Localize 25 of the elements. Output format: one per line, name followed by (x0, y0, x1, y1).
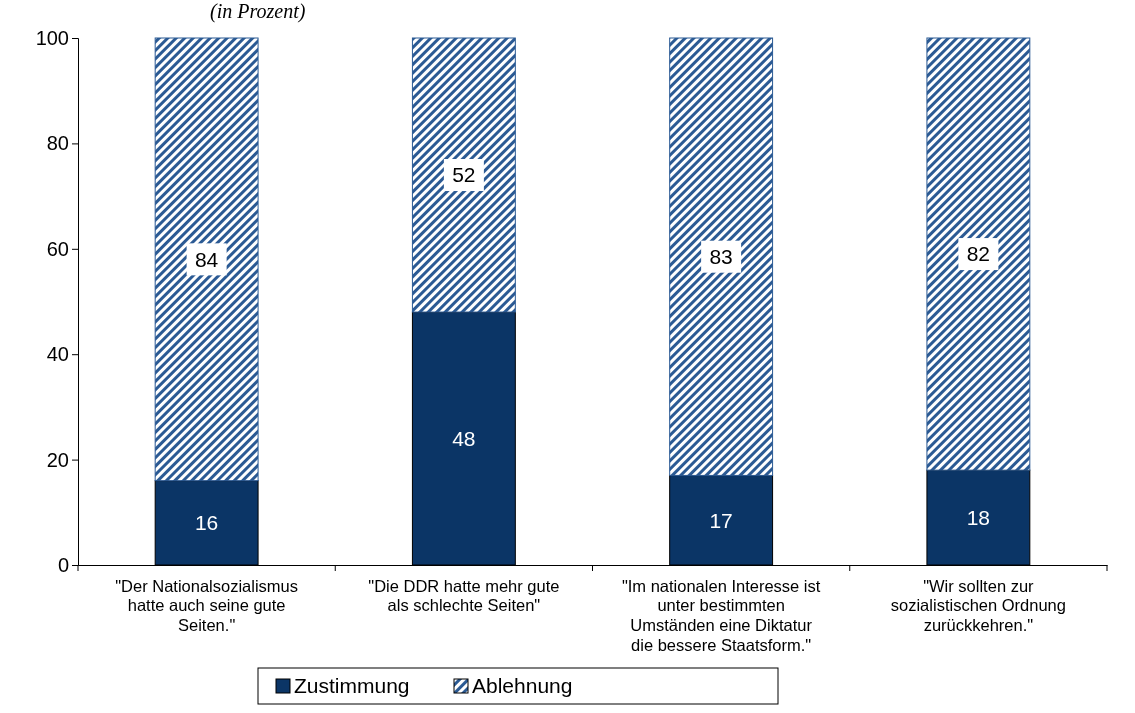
y-tick-label: 80 (46, 132, 69, 155)
data-label: 16 (194, 511, 219, 535)
data-label: 84 (194, 247, 219, 271)
x-tick-label: "Der Nationalsozialismus hatte auch seine gute Seiten." (115, 576, 299, 635)
x-tick-label: "Wir sollten zur sozialistischen Ordnung zurückkehren." (890, 576, 1066, 635)
y-tick-label: 20 (46, 448, 69, 471)
chart-subtitle: (in Prozent) (210, 0, 306, 23)
data-label: 18 (966, 505, 991, 529)
data-label: 82 (966, 242, 991, 266)
bar (669, 37, 774, 476)
y-tick-label: 40 (46, 343, 69, 366)
bar (411, 37, 516, 313)
x-tick-label: "Die DDR hatte mehr gute als schlechte Seiten" (368, 576, 560, 615)
y-tick-label: 100 (35, 26, 69, 49)
legend-label: Zustimmung (294, 674, 410, 698)
bar (926, 37, 1031, 471)
data-label: 52 (452, 163, 476, 187)
x-tick-label: "Im nationalen Interesse ist unter bestimmten Umständen eine Diktatur die bessere Staatsform." (621, 576, 821, 654)
data-label: 48 (452, 426, 476, 450)
legend-label: Ablehnung (472, 674, 573, 698)
y-tick-label: 0 (57, 553, 69, 576)
y-tick-label: 60 (46, 237, 69, 260)
bar (154, 37, 259, 482)
data-label: 83 (709, 245, 733, 269)
data-label: 17 (709, 508, 733, 532)
